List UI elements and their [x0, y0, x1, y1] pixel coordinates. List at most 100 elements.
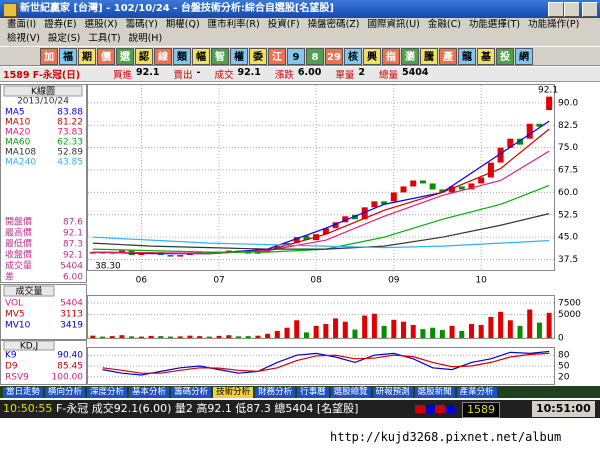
- menu-item[interactable]: 選股(X): [84, 19, 118, 30]
- volume-bar: [381, 325, 387, 338]
- toolbar-button[interactable]: 產: [439, 47, 457, 65]
- volume-bar: [148, 335, 154, 338]
- volume-bar: [536, 322, 542, 338]
- toolbar-button[interactable]: 投: [496, 47, 514, 65]
- candle: [118, 250, 125, 253]
- toolbar-button[interactable]: 福: [59, 47, 77, 65]
- candle: [89, 252, 96, 254]
- volume-bar: [284, 327, 290, 338]
- toolbar-button[interactable]: 核: [344, 47, 362, 65]
- quote-label: 總量: [379, 70, 399, 81]
- tab[interactable]: 基本分析: [129, 386, 170, 398]
- menu-item[interactable]: 設定(S): [47, 33, 81, 44]
- toolbar-button[interactable]: 期: [78, 47, 96, 65]
- toolbar-button[interactable]: 江: [268, 47, 286, 65]
- menu-item[interactable]: 檢視(V): [7, 33, 40, 44]
- toolbar-button[interactable]: 加: [40, 47, 58, 65]
- volume-bar: [420, 329, 426, 338]
- menu-item[interactable]: 操盤密碼(Z): [307, 19, 360, 30]
- window-title: 新世紀贏家 [台灣] - 102/10/24 - 台盤技術分析:綜合自選股[名望…: [20, 3, 334, 14]
- volume-bar: [401, 321, 407, 338]
- summary-label: 開盤價: [5, 216, 32, 228]
- toolbar-button[interactable]: 價: [97, 47, 115, 65]
- toolbar-button[interactable]: 騰: [420, 47, 438, 65]
- quote-item: 成交 92.1: [214, 67, 260, 81]
- y-tick-label: 20: [558, 372, 570, 382]
- y-tick-label: 37.5: [558, 255, 578, 265]
- menu-item[interactable]: 投資(F): [267, 19, 300, 30]
- toolbar-button[interactable]: 委: [249, 47, 267, 65]
- volume-bar: [371, 313, 377, 338]
- menu-item[interactable]: 籌碼(Y): [125, 19, 158, 30]
- volume-bar: [410, 324, 416, 338]
- panel-header: [3, 85, 83, 97]
- toolbar-button[interactable]: 幅: [192, 47, 210, 65]
- toolbar-button[interactable]: 網: [515, 47, 533, 65]
- panel-title: KD,J: [20, 342, 38, 352]
- tab[interactable]: 產業分析: [456, 386, 497, 398]
- candle: [400, 186, 407, 193]
- toolbar-button[interactable]: 瀏: [401, 47, 419, 65]
- legend-label: MA10: [5, 118, 31, 128]
- close-button[interactable]: [582, 2, 598, 17]
- tab[interactable]: 深度分析: [87, 386, 128, 398]
- quote-item: 漲跌 6.00: [275, 67, 321, 81]
- menu-item[interactable]: 匯市利率(R): [207, 19, 260, 30]
- candle: [497, 147, 504, 163]
- menu-item[interactable]: 期權(Q): [165, 19, 200, 30]
- toolbar-button[interactable]: 指: [382, 47, 400, 65]
- menu-item[interactable]: 金融(C): [427, 19, 461, 30]
- ma-line: [92, 236, 550, 249]
- annotation: 38.30: [95, 262, 121, 272]
- maximize-button[interactable]: [564, 2, 580, 17]
- menu-item[interactable]: 工具(T): [88, 33, 121, 44]
- quote-value: 92.1: [237, 67, 261, 78]
- toolbar-button[interactable]: 線: [154, 47, 172, 65]
- menu-item[interactable]: 功能選擇(T): [468, 19, 521, 30]
- candle: [351, 214, 358, 220]
- minimize-button[interactable]: [548, 2, 564, 17]
- candle: [419, 180, 426, 184]
- summary-label: 最高價: [5, 227, 32, 239]
- indicator-bars: [415, 405, 455, 413]
- candle: [546, 96, 553, 111]
- toolbar-button[interactable]: 認: [135, 47, 153, 65]
- tab[interactable]: 選股總覽: [330, 386, 371, 398]
- tab[interactable]: 籌碼分析: [171, 386, 212, 398]
- candle: [245, 252, 252, 254]
- toolbar-button[interactable]: 智: [211, 47, 229, 65]
- toolbar-button[interactable]: 8: [306, 47, 324, 65]
- panel-title: 成交量: [15, 285, 42, 297]
- menu-item[interactable]: 國際資訊(U): [367, 19, 420, 30]
- toolbar-button[interactable]: 類: [173, 47, 191, 65]
- tab[interactable]: 選股新聞: [414, 386, 455, 398]
- toolbar-button[interactable]: 9: [287, 47, 305, 65]
- tab[interactable]: 當日走勢: [3, 386, 44, 398]
- tab[interactable]: 行事曆: [297, 386, 329, 398]
- menu-item[interactable]: 畫面(I): [7, 19, 37, 30]
- summary-value: 92.1: [63, 251, 83, 261]
- tab[interactable]: 技術分析: [213, 386, 254, 398]
- volume-bar: [90, 335, 96, 338]
- volume-bar: [129, 336, 135, 338]
- kd-frame: [87, 347, 555, 385]
- menu-item[interactable]: 證券(E): [44, 19, 77, 30]
- volume-bar: [255, 335, 261, 338]
- toolbar-button[interactable]: 選: [116, 47, 134, 65]
- legend-label: MA240: [5, 158, 36, 168]
- toolbar-button[interactable]: 龍: [458, 47, 476, 65]
- legend-label: D9: [5, 362, 18, 372]
- volume-bar: [206, 336, 212, 338]
- toolbar-button[interactable]: 29: [325, 47, 343, 65]
- candle: [177, 255, 184, 257]
- tab[interactable]: 橫向分析: [45, 386, 86, 398]
- menu-item[interactable]: 說明(H): [128, 33, 163, 44]
- toolbar-button[interactable]: 權: [230, 47, 248, 65]
- toolbar-button[interactable]: 基: [477, 47, 495, 65]
- tab[interactable]: 財務分析: [255, 386, 296, 398]
- quote-label: 成交: [214, 70, 234, 81]
- toolbar-button[interactable]: 興: [363, 47, 381, 65]
- tab[interactable]: 研報預測: [372, 386, 413, 398]
- summary-value: 87.6: [63, 218, 83, 228]
- menu-item[interactable]: 功能操作(P): [528, 19, 580, 30]
